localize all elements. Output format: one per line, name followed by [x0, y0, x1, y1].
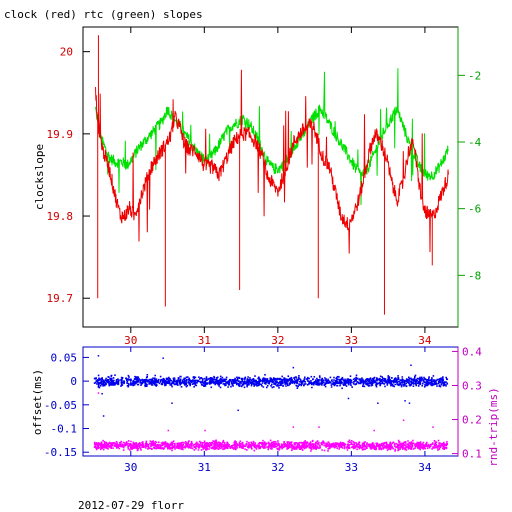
slope-x-tick-label: 32: [271, 334, 284, 347]
rtt-points: [93, 439, 448, 452]
offset-outlier: [404, 400, 406, 402]
offset-outlier: [347, 397, 350, 400]
rtt-outlier: [432, 426, 434, 428]
rtt-outlier: [402, 419, 405, 422]
slope-panel: 19.7 19.8 19.9 20 -8 -6 -4 -2 30 31 32 33 34 clock…: [33, 26, 482, 347]
offset-points: [93, 374, 449, 390]
rtc-slope-line: [95, 68, 449, 206]
rtt-y2-tick-label: 0.4: [462, 345, 482, 358]
slope-right-axis: -8 -6 -4 -2: [457, 27, 482, 327]
offset-outlier: [410, 364, 412, 367]
rtt-outlier: [292, 426, 295, 428]
offset-outlier: [377, 402, 379, 404]
offset-outlier: [162, 357, 164, 359]
offset-outlier: [292, 366, 295, 369]
slope-x-tick-label: 33: [345, 334, 358, 347]
offset-series-layer: [93, 355, 449, 452]
offset-x-tick-label: 33: [345, 461, 358, 474]
slope-y-tick-label: 20: [60, 46, 73, 59]
offset-outlier: [97, 355, 100, 357]
clock-slope-line: [95, 69, 449, 254]
rtt-y-axis-label: rnd-trip(ms): [487, 387, 500, 466]
rtt-right-axis: 0.1 0.2 0.3 0.4: [452, 345, 482, 461]
rtt-y2-tick-label: 0.1: [462, 448, 482, 461]
offset-y-tick-label: -0.15: [44, 446, 77, 459]
rtt-outlier: [318, 426, 320, 428]
offset-outlier: [102, 415, 105, 417]
slope-y-tick-label: 19.9: [47, 128, 74, 141]
offset-x-axis: 30 31 32 33 34: [124, 347, 432, 474]
offset-outlier: [101, 392, 103, 395]
rtt-y2-tick-label: 0.3: [462, 379, 482, 392]
slope-y2-tick-label: -8: [468, 269, 481, 282]
slope-y-tick-label: 19.8: [47, 210, 74, 223]
slope-y2-tick-label: -2: [468, 69, 481, 82]
rtt-outlier: [204, 429, 206, 432]
rtt-y2-tick-label: 0.2: [462, 414, 482, 427]
offset-y-tick-label: 0.05: [51, 351, 78, 364]
slope-x-tick-label: 30: [124, 334, 137, 347]
slope-x-axis: 30 31 32 33 34: [124, 27, 432, 347]
offset-outlier: [171, 402, 173, 404]
slope-y2-tick-label: -4: [468, 136, 482, 149]
offset-left-axis: -0.15 -0.1 -0.05 0 0.05: [44, 351, 89, 459]
rtt-outlier: [97, 392, 100, 394]
offset-outlier: [237, 409, 239, 412]
slope-x-tick-label: 34: [418, 334, 432, 347]
slope-y-axis-label: clockslope: [33, 144, 46, 210]
slope-left-axis: 19.7 19.8 19.9 20: [47, 46, 90, 305]
offset-x-tick-label: 34: [418, 461, 432, 474]
slope-x-tick-label: 31: [198, 334, 211, 347]
rtt-outlier: [373, 429, 375, 432]
offset-y-tick-label: -0.05: [44, 399, 77, 412]
slope-series-layer: [95, 35, 449, 315]
offset-x-tick-label: 32: [271, 461, 284, 474]
slope-y2-tick-label: -6: [468, 203, 481, 216]
offset-y-tick-label: -0.1: [51, 423, 78, 436]
offset-outlier: [408, 402, 411, 404]
offset-x-tick-label: 31: [198, 461, 211, 474]
footer-caption: 2012-07-29 florr: [78, 499, 184, 512]
chart-title: clock (red) rtc (green) slopes: [4, 8, 203, 21]
offset-y-tick-label: 0: [70, 375, 77, 388]
rtt-outlier: [167, 429, 170, 432]
offset-y-axis-label: offset(ms): [31, 369, 44, 435]
slope-y-tick-label: 19.7: [47, 292, 74, 305]
offset-x-tick-label: 30: [124, 461, 137, 474]
slope-plot-frame: [82, 26, 459, 328]
